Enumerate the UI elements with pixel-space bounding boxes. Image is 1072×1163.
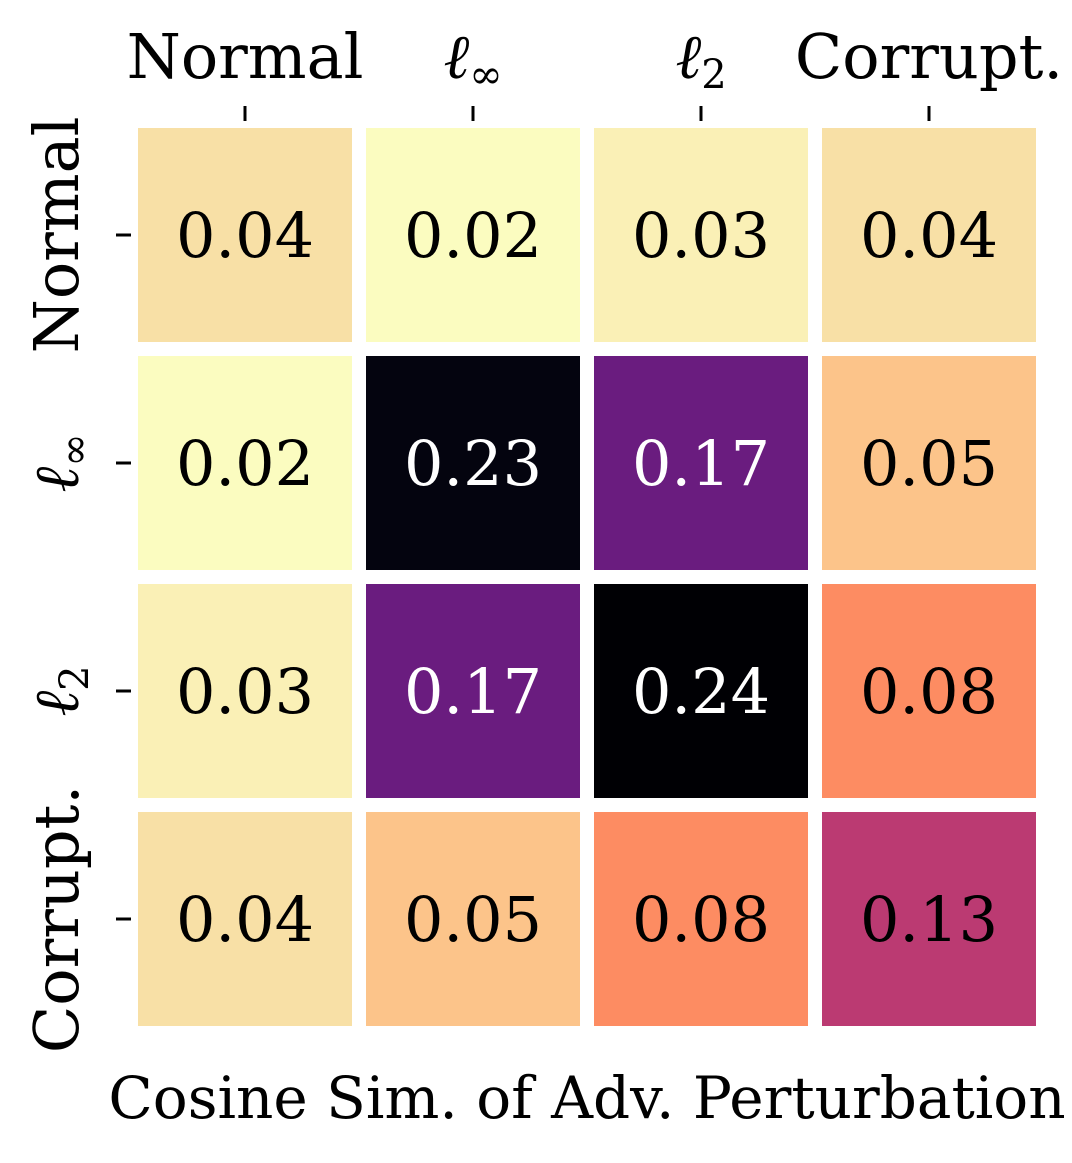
cell-value-label: 0.13	[860, 883, 998, 956]
heatmap-cell	[822, 584, 1036, 798]
heatmap-cell	[366, 356, 580, 570]
heatmap-cell	[138, 584, 352, 798]
heatmap-cell	[366, 128, 580, 342]
heatmap-cell-labels: 0.04 0.02 0.03 0.04 0.02 0.23 0.17 0.05 0.03 0.17…	[176, 199, 998, 956]
heatmap-cell	[138, 812, 352, 1026]
x-tick-label: ℓ∞	[443, 20, 502, 98]
heatmap-cells	[138, 128, 1036, 1026]
heatmap-cell	[594, 356, 808, 570]
x-axis-label: Cosine Sim. of Adv. Perturbation	[108, 1064, 1065, 1132]
heatmap-cell	[822, 356, 1036, 570]
heatmap-cell	[366, 584, 580, 798]
y-tick-label: ℓ∞	[20, 433, 98, 492]
cell-value-label: 0.03	[176, 655, 314, 728]
y-axis-ticks: Normal ℓ∞ ℓ2 Corrupt.	[20, 117, 131, 1053]
cell-value-label: 0.24	[632, 655, 770, 728]
heatmap-cell	[594, 584, 808, 798]
y-tick-label: ℓ2	[20, 665, 98, 716]
heatmap-cell	[594, 812, 808, 1026]
heatmap-cell	[366, 812, 580, 1026]
cell-value-label: 0.05	[860, 427, 998, 500]
cell-value-label: 0.05	[404, 883, 542, 956]
heatmap-cell	[138, 128, 352, 342]
heatmap-cell	[594, 128, 808, 342]
cell-value-label: 0.02	[176, 427, 314, 500]
y-tick-label: Normal	[20, 117, 93, 354]
cell-value-label: 0.17	[404, 655, 542, 728]
cell-value-label: 0.23	[404, 427, 542, 500]
heatmap-cell	[822, 812, 1036, 1026]
x-tick-label: ℓ2	[675, 20, 726, 98]
x-tick-label: Normal	[127, 20, 364, 93]
cell-value-label: 0.04	[860, 199, 998, 272]
y-tick-label: Corrupt.	[20, 785, 93, 1053]
heatmap-cell	[822, 128, 1036, 342]
cell-value-label: 0.08	[632, 883, 770, 956]
cell-value-label: 0.08	[860, 655, 998, 728]
x-tick-label: Corrupt.	[795, 20, 1063, 93]
cell-value-label: 0.03	[632, 199, 770, 272]
x-axis-ticks: Normal ℓ∞ ℓ2 Corrupt.	[127, 20, 1063, 121]
cell-value-label: 0.17	[632, 427, 770, 500]
heatmap-cell	[138, 356, 352, 570]
cell-value-label: 0.04	[176, 199, 314, 272]
cell-value-label: 0.04	[176, 883, 314, 956]
cell-value-label: 0.02	[404, 199, 542, 272]
